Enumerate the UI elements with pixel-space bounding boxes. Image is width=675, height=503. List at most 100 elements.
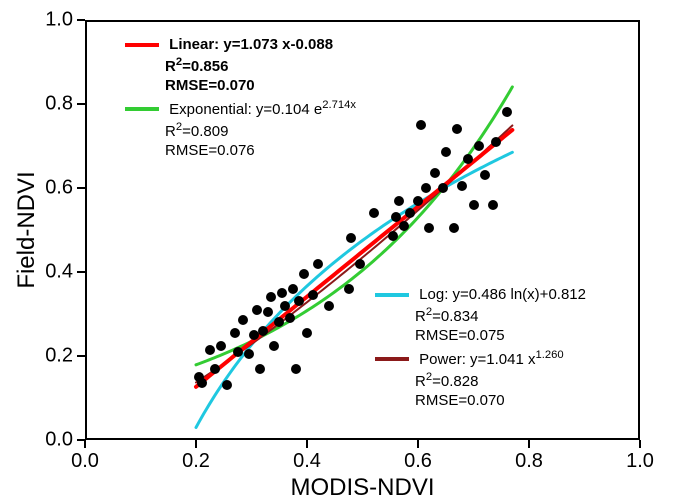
data-point bbox=[391, 212, 401, 222]
data-point bbox=[299, 269, 309, 279]
data-point bbox=[416, 120, 426, 130]
data-point bbox=[308, 290, 318, 300]
legend-power-r2-eq: =0.828 bbox=[432, 373, 478, 390]
fit-curves bbox=[0, 0, 675, 503]
data-point bbox=[205, 345, 215, 355]
data-point bbox=[452, 124, 462, 134]
data-point bbox=[463, 154, 473, 164]
data-point bbox=[394, 196, 404, 206]
data-point bbox=[222, 380, 232, 390]
legend-linear-a: 1.073 bbox=[240, 36, 278, 53]
y-tick-label: 1.0 bbox=[45, 9, 73, 32]
data-point bbox=[238, 315, 248, 325]
data-point bbox=[344, 284, 354, 294]
legend-log-swatch bbox=[375, 293, 409, 297]
data-point bbox=[274, 317, 284, 327]
data-point bbox=[258, 326, 268, 336]
data-point bbox=[244, 349, 254, 359]
data-point bbox=[469, 200, 479, 210]
legend-linear-rmse-val: 0.070 bbox=[217, 77, 255, 94]
legend-exp-rmse-val: 0.076 bbox=[217, 142, 255, 159]
legend-power-r2-label: R bbox=[415, 373, 426, 390]
legend-power-sup: 1.260 bbox=[536, 349, 564, 361]
legend-linear-rmse-label: RMSE= bbox=[165, 77, 217, 94]
y-axis-label: Field-NDVI bbox=[13, 171, 41, 288]
x-tick-label: 0.8 bbox=[515, 450, 543, 473]
data-point bbox=[369, 208, 379, 218]
x-tick-label: 0.0 bbox=[71, 450, 99, 473]
data-point bbox=[269, 341, 279, 351]
x-tick bbox=[84, 440, 86, 448]
data-point bbox=[441, 147, 451, 157]
data-point bbox=[233, 347, 243, 357]
data-point bbox=[263, 307, 273, 317]
data-point bbox=[502, 107, 512, 117]
x-tick-label: 0.4 bbox=[293, 450, 321, 473]
data-point bbox=[324, 301, 334, 311]
data-point bbox=[277, 288, 287, 298]
data-point bbox=[491, 137, 501, 147]
data-point bbox=[413, 196, 423, 206]
legend-power: Power: y=1.041 x1.260 R2=0.828 RMSE=0.07… bbox=[375, 348, 564, 411]
data-point bbox=[449, 223, 459, 233]
y-tick bbox=[77, 187, 85, 189]
legend-linear-mid: x bbox=[278, 36, 291, 53]
data-point bbox=[266, 292, 276, 302]
legend-log-a: 0.486 bbox=[469, 286, 507, 303]
x-tick bbox=[639, 440, 641, 448]
data-point bbox=[210, 364, 220, 374]
y-tick-label: 0.6 bbox=[45, 177, 73, 200]
data-point bbox=[399, 221, 409, 231]
data-point bbox=[388, 231, 398, 241]
legend-exponential-swatch bbox=[125, 107, 159, 111]
x-tick-label: 0.6 bbox=[404, 450, 432, 473]
data-point bbox=[430, 168, 440, 178]
legend-power-rmse-label: RMSE= bbox=[415, 392, 467, 409]
legend-log-r2-eq: =0.834 bbox=[432, 308, 478, 325]
data-point bbox=[488, 200, 498, 210]
data-point bbox=[230, 328, 240, 338]
data-point bbox=[291, 364, 301, 374]
y-tick-label: 0.2 bbox=[45, 345, 73, 368]
legend-power-swatch bbox=[375, 357, 409, 361]
legend-exponential: Exponential: y=0.104 e2.714x R2=0.809 RM… bbox=[125, 98, 356, 161]
legend-log-rmse-val: 0.075 bbox=[467, 327, 505, 344]
data-point bbox=[216, 341, 226, 351]
data-point bbox=[405, 208, 415, 218]
legend-exp-mid: e bbox=[310, 101, 323, 118]
legend-exp-rmse-label: RMSE= bbox=[165, 142, 217, 159]
data-point bbox=[302, 328, 312, 338]
legend-log-r2-label: R bbox=[415, 308, 426, 325]
data-point bbox=[197, 378, 207, 388]
legend-exp-eq-prefix: Exponential: y= bbox=[169, 101, 272, 118]
legend-linear-r2-label: R bbox=[165, 58, 176, 75]
data-point bbox=[457, 181, 467, 191]
legend-exp-a: 0.104 bbox=[272, 101, 310, 118]
x-tick bbox=[417, 440, 419, 448]
legend-power-rmse-val: 0.070 bbox=[467, 392, 505, 409]
legend-exp-r2-eq: =0.809 bbox=[182, 123, 228, 140]
legend-power-mid: x bbox=[524, 351, 536, 368]
x-tick-label: 1.0 bbox=[626, 450, 654, 473]
legend-log-b: 0.812 bbox=[548, 286, 586, 303]
x-axis-label: MODIS-NDVI bbox=[291, 474, 435, 502]
legend-power-eq-prefix: Power: y= bbox=[419, 351, 486, 368]
legend-log-eq-prefix: Log: y= bbox=[419, 286, 469, 303]
data-point bbox=[421, 183, 431, 193]
x-tick bbox=[306, 440, 308, 448]
data-point bbox=[424, 223, 434, 233]
y-tick bbox=[77, 271, 85, 273]
x-tick-label: 0.2 bbox=[182, 450, 210, 473]
data-point bbox=[288, 284, 298, 294]
legend-linear-b: -0.088 bbox=[291, 36, 334, 53]
data-point bbox=[355, 259, 365, 269]
y-tick bbox=[77, 355, 85, 357]
data-point bbox=[480, 170, 490, 180]
data-point bbox=[313, 259, 323, 269]
data-point bbox=[255, 364, 265, 374]
x-tick bbox=[528, 440, 530, 448]
y-tick-label: 0.4 bbox=[45, 261, 73, 284]
x-tick bbox=[195, 440, 197, 448]
legend-log-rmse-label: RMSE= bbox=[415, 327, 467, 344]
data-point bbox=[252, 305, 262, 315]
